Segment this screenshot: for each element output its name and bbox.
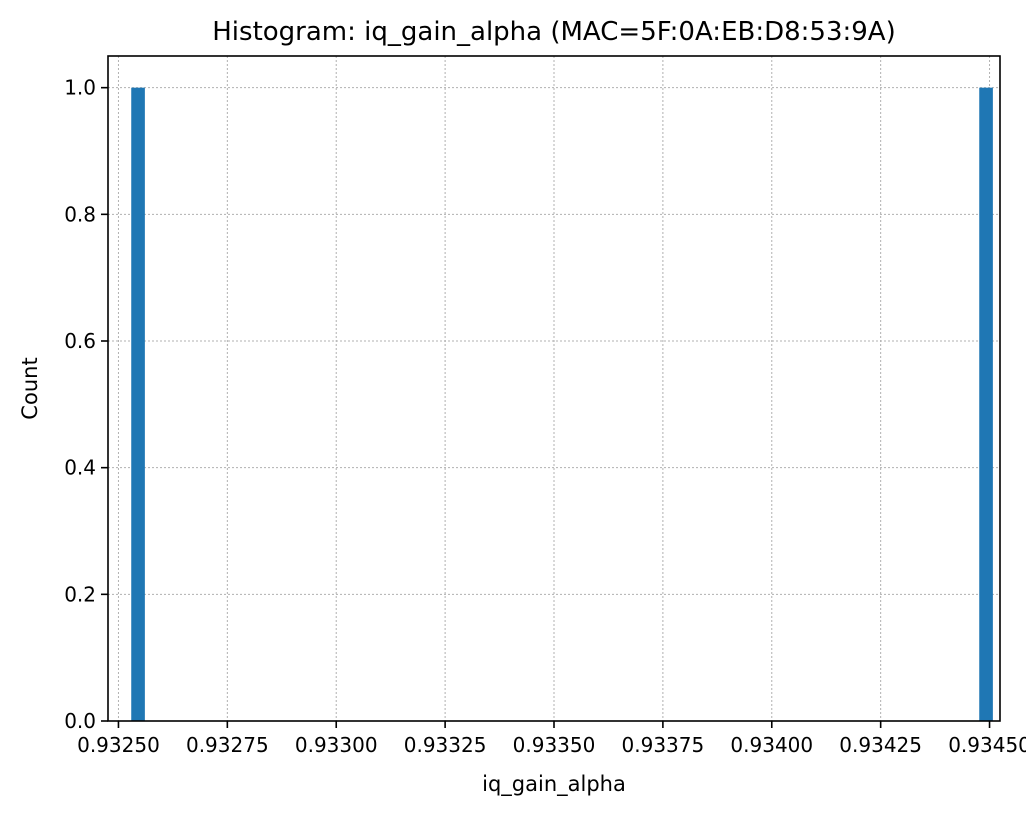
x-tick-label: 0.93375 [622,733,705,757]
y-tick-label: 0.6 [64,329,96,353]
chart-title: Histogram: iq_gain_alpha (MAC=5F:0A:EB:D… [212,17,895,47]
y-tick-label: 0.2 [64,582,96,606]
y-tick-label: 0.8 [64,202,96,226]
x-tick-label: 0.93300 [295,733,378,757]
x-tick-label: 0.93450 [948,733,1026,757]
histogram-bar [131,87,145,721]
y-tick-label: 0.0 [64,709,96,733]
y-axis-label: Count [18,357,42,419]
y-tick-label: 1.0 [64,76,96,100]
x-tick-label: 0.93350 [513,733,596,757]
y-ticks: 0.0 0.2 0.4 0.6 0.8 1.0 [64,76,108,733]
histogram-bar [979,87,993,721]
bars [131,87,993,721]
x-tick-label: 0.93325 [404,733,487,757]
x-ticks: 0.93250 0.93275 0.93300 0.93325 0.93350 0.933… [77,721,1026,757]
x-tick-label: 0.93400 [730,733,813,757]
grid [108,56,1000,722]
x-tick-label: 0.93425 [839,733,922,757]
x-tick-label: 0.93250 [77,733,160,757]
y-tick-label: 0.4 [64,456,96,480]
x-axis-label: iq_gain_alpha [482,772,626,797]
x-tick-label: 0.93275 [186,733,269,757]
